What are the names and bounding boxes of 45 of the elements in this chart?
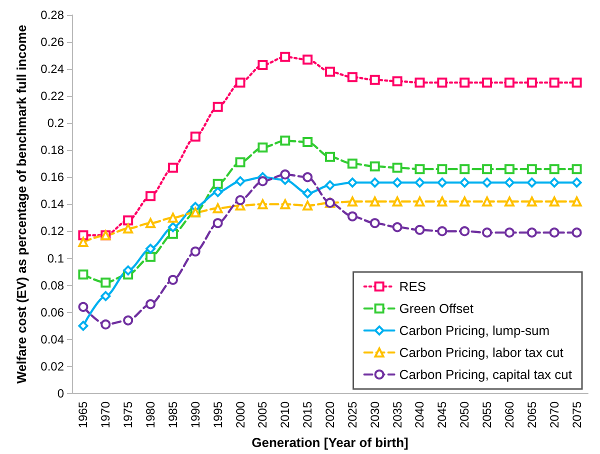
y-tick-label: 0.24 xyxy=(40,62,64,76)
x-tick-label: 2000 xyxy=(233,401,248,428)
x-tick-label: 1990 xyxy=(188,401,202,428)
legend-label: Carbon Pricing, capital tax cut xyxy=(399,367,572,382)
legend-label: Green Offset xyxy=(399,301,474,316)
y-tick-label: 0.28 xyxy=(40,8,64,22)
y-tick-label: 0.02 xyxy=(40,359,64,374)
x-axis-title: Generation [Year of birth] xyxy=(252,435,408,450)
y-axis-title: Welfare cost (EV) as percentage of benchmark full income xyxy=(14,24,30,384)
y-tick-label: 0.16 xyxy=(40,170,64,184)
y-tick-label: 0.04 xyxy=(40,332,64,346)
x-tick-label: 2045 xyxy=(435,401,450,428)
x-tick-label: 2015 xyxy=(300,401,315,428)
x-tick-label: 2025 xyxy=(345,401,360,428)
y-tick-label: 0.2 xyxy=(47,116,64,130)
y-tick-label: 0.12 xyxy=(40,224,64,238)
y-tick-label: 0.26 xyxy=(40,35,64,50)
y-tick-label: 0.18 xyxy=(40,143,64,158)
x-tick-label: 2040 xyxy=(412,401,427,428)
y-tick-label: 0.1 xyxy=(47,251,64,266)
x-tick-label: 2050 xyxy=(458,401,472,428)
legend-label: Carbon Pricing, labor tax cut xyxy=(399,345,564,360)
x-tick-label: 2075 xyxy=(570,401,584,428)
y-tick-label: 0.14 xyxy=(40,197,64,212)
x-tick-label: 2030 xyxy=(368,401,382,428)
legend-label: Carbon Pricing, lump-sum xyxy=(399,323,550,338)
x-tick-label: 2035 xyxy=(390,401,404,428)
y-tick-label: 0 xyxy=(57,386,64,400)
x-tick-label: 2070 xyxy=(547,401,562,428)
x-tick-label: 2020 xyxy=(323,401,337,428)
x-tick-label: 2060 xyxy=(502,401,516,428)
x-tick-label: 1965 xyxy=(76,401,90,428)
x-tick-label: 2055 xyxy=(480,401,494,428)
x-tick-label: 1980 xyxy=(144,401,158,428)
x-tick-label: 1985 xyxy=(166,401,180,428)
y-tick-label: 0.08 xyxy=(40,278,64,292)
x-tick-label: 2065 xyxy=(524,401,539,428)
x-tick-label: 2005 xyxy=(256,401,270,428)
x-tick-label: 1970 xyxy=(98,401,113,428)
x-tick-label: 2010 xyxy=(278,401,292,428)
legend-label: RES xyxy=(399,279,426,294)
x-tick-label: 1995 xyxy=(210,401,225,428)
y-tick-label: 0.06 xyxy=(40,305,64,320)
x-tick-label: 1975 xyxy=(121,401,136,428)
y-tick-label: 0.22 xyxy=(40,89,64,104)
